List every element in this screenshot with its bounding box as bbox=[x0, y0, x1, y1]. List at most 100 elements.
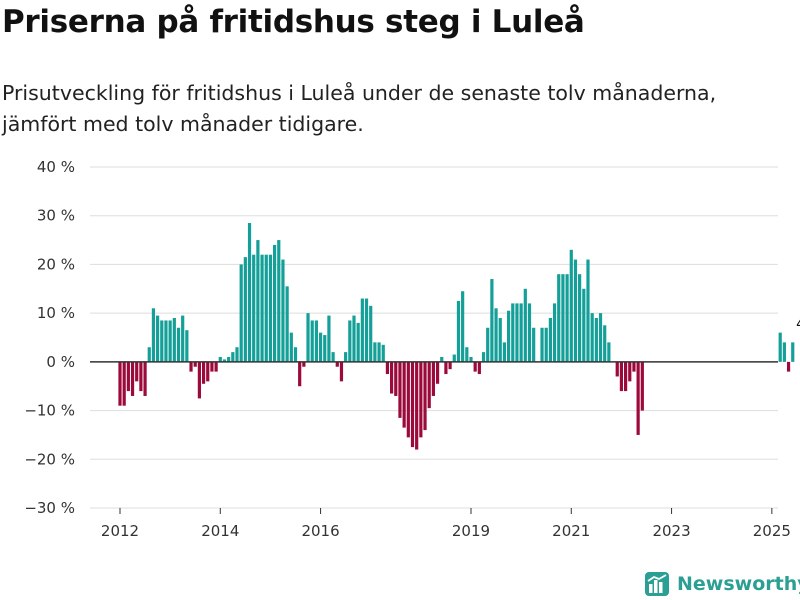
bar bbox=[285, 286, 289, 362]
bar bbox=[519, 303, 523, 362]
bar bbox=[189, 361, 193, 372]
bar bbox=[594, 318, 598, 362]
bar bbox=[598, 313, 603, 362]
y-tick-label: −30 % bbox=[24, 499, 75, 517]
bar bbox=[318, 332, 323, 362]
bar bbox=[306, 313, 310, 362]
gridlines bbox=[90, 166, 778, 509]
bar bbox=[465, 347, 469, 362]
value-annotation: 4 % bbox=[796, 316, 800, 332]
x-tick-label: 2023 bbox=[652, 522, 690, 540]
bar bbox=[360, 298, 364, 362]
bar bbox=[227, 356, 231, 362]
bar bbox=[260, 254, 264, 362]
bar bbox=[222, 359, 227, 362]
bar bbox=[293, 347, 298, 362]
y-tick-label: 30 % bbox=[37, 207, 75, 225]
bar bbox=[444, 361, 448, 375]
bar bbox=[176, 327, 181, 362]
bar bbox=[523, 288, 527, 362]
bar bbox=[135, 361, 139, 382]
bar bbox=[477, 361, 481, 375]
bar bbox=[532, 327, 536, 362]
y-tick-label: 20 % bbox=[37, 255, 75, 273]
bar bbox=[515, 303, 519, 362]
y-tick-label: 0 % bbox=[46, 353, 75, 371]
bar bbox=[164, 320, 168, 362]
x-tick-label: 2016 bbox=[301, 522, 339, 540]
brand-name: Newsworthy bbox=[677, 573, 800, 595]
bar bbox=[540, 327, 544, 362]
bar bbox=[381, 344, 385, 362]
bar bbox=[256, 240, 260, 362]
bar bbox=[206, 361, 210, 382]
x-tick-label: 2019 bbox=[452, 522, 490, 540]
bar bbox=[544, 327, 548, 362]
bar bbox=[786, 361, 791, 372]
bar bbox=[201, 361, 206, 384]
bar bbox=[364, 298, 369, 362]
bar bbox=[193, 361, 197, 367]
bar bbox=[636, 361, 640, 435]
bar bbox=[339, 361, 344, 382]
bar bbox=[243, 257, 247, 362]
bar bbox=[431, 361, 435, 396]
bar bbox=[394, 361, 398, 396]
bar bbox=[147, 347, 151, 362]
bar bbox=[791, 342, 795, 362]
bar bbox=[160, 320, 164, 362]
bar bbox=[281, 259, 285, 362]
bar bbox=[369, 305, 373, 362]
bar bbox=[406, 361, 410, 438]
bar bbox=[210, 361, 214, 372]
bar bbox=[172, 318, 176, 362]
bar bbox=[197, 361, 201, 399]
axes: 40 % 30 % 20 % 10 % 0 % −10 % −20 % −30 % 2012 20… bbox=[24, 158, 800, 540]
y-tick-label: 40 % bbox=[37, 158, 75, 176]
bar bbox=[289, 332, 293, 362]
bar bbox=[415, 361, 419, 450]
bar bbox=[122, 361, 126, 406]
bar bbox=[586, 259, 590, 362]
bar bbox=[231, 352, 235, 362]
bar bbox=[481, 352, 486, 362]
bar bbox=[573, 259, 578, 362]
bar bbox=[628, 361, 632, 382]
bar bbox=[314, 320, 318, 362]
bar bbox=[323, 335, 327, 362]
bar bbox=[268, 254, 273, 362]
bar bbox=[557, 274, 561, 362]
bar bbox=[448, 361, 452, 370]
bar bbox=[778, 332, 782, 362]
chart-subtitle: Prisutveckling för fritidshus i Luleå un… bbox=[2, 81, 717, 136]
bar bbox=[139, 361, 143, 392]
bar bbox=[456, 300, 461, 362]
bar bbox=[578, 274, 582, 362]
chart-title: Priserna på fritidshus steg i Luleå bbox=[2, 4, 585, 40]
bar bbox=[252, 254, 256, 362]
bar bbox=[302, 361, 306, 367]
bar bbox=[569, 249, 573, 362]
bar bbox=[624, 361, 628, 392]
bar bbox=[486, 327, 490, 362]
bar bbox=[582, 288, 586, 362]
bar bbox=[423, 361, 427, 431]
bar bbox=[619, 361, 624, 392]
bar bbox=[264, 254, 268, 362]
bar bbox=[419, 361, 423, 438]
bar bbox=[469, 356, 473, 362]
bar bbox=[561, 274, 565, 362]
bar bbox=[615, 361, 619, 377]
bar bbox=[452, 354, 456, 362]
bar bbox=[494, 308, 498, 362]
bar bbox=[273, 244, 277, 362]
bar bbox=[118, 361, 122, 406]
bar bbox=[632, 361, 636, 372]
x-tick-label: 2014 bbox=[201, 522, 239, 540]
bar bbox=[277, 240, 281, 362]
bar bbox=[130, 361, 135, 396]
bar bbox=[310, 320, 314, 362]
brand-logo[interactable]: Newsworthy bbox=[644, 568, 800, 600]
bar bbox=[427, 361, 431, 409]
bar bbox=[331, 352, 335, 362]
